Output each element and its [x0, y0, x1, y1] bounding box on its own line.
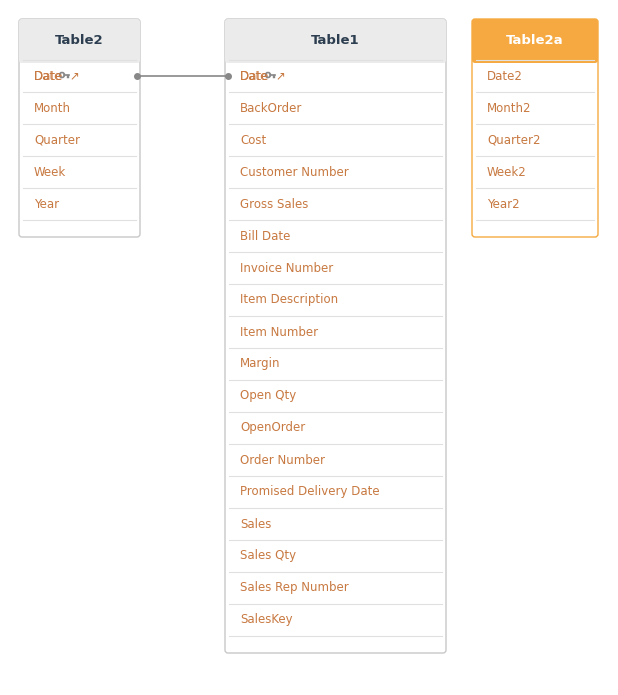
FancyBboxPatch shape	[225, 19, 446, 63]
Bar	[229, 41, 442, 60]
Text: Invoice Number: Invoice Number	[240, 261, 333, 275]
Text: Date  ↗: Date ↗	[240, 70, 286, 83]
Text: Sales Rep Number: Sales Rep Number	[240, 582, 349, 594]
Text: Quarter: Quarter	[34, 133, 80, 147]
Text: Sales: Sales	[240, 518, 271, 530]
FancyBboxPatch shape	[225, 19, 446, 653]
Text: BackOrder: BackOrder	[240, 101, 302, 115]
Text: Table1: Table1	[311, 35, 360, 47]
FancyBboxPatch shape	[19, 19, 140, 237]
Text: Margin: Margin	[240, 357, 281, 370]
Text: Bill Date: Bill Date	[240, 229, 290, 243]
Text: Week: Week	[34, 165, 66, 179]
Text: Date  ↗: Date ↗	[34, 70, 80, 83]
Text: SalesKey: SalesKey	[240, 614, 293, 626]
Text: Open Qty: Open Qty	[240, 389, 296, 402]
Text: Month: Month	[34, 101, 71, 115]
Bar	[23, 41, 136, 60]
Text: Item Description: Item Description	[240, 293, 338, 306]
Text: Order Number: Order Number	[240, 454, 325, 466]
Text: Quarter2: Quarter2	[487, 133, 541, 147]
Text: OpenOrder: OpenOrder	[240, 421, 305, 434]
FancyBboxPatch shape	[19, 19, 140, 63]
Text: Month2: Month2	[487, 101, 531, 115]
Text: Cost: Cost	[240, 133, 266, 147]
Text: Table2a: Table2a	[506, 35, 564, 47]
Text: Week2: Week2	[487, 165, 527, 179]
Text: Item Number: Item Number	[240, 325, 318, 338]
Text: Gross Sales: Gross Sales	[240, 197, 308, 211]
Text: Year: Year	[34, 197, 59, 211]
Text: Customer Number: Customer Number	[240, 165, 349, 179]
Text: Sales Qty: Sales Qty	[240, 550, 296, 562]
Text: Date: Date	[240, 70, 268, 83]
Text: Date: Date	[34, 70, 62, 83]
Text: Year2: Year2	[487, 197, 520, 211]
Text: Table2: Table2	[55, 35, 104, 47]
Bar	[476, 41, 594, 60]
Text: Date2: Date2	[487, 70, 523, 83]
Text: Promised Delivery Date: Promised Delivery Date	[240, 486, 379, 498]
FancyBboxPatch shape	[472, 19, 598, 63]
FancyBboxPatch shape	[472, 19, 598, 237]
